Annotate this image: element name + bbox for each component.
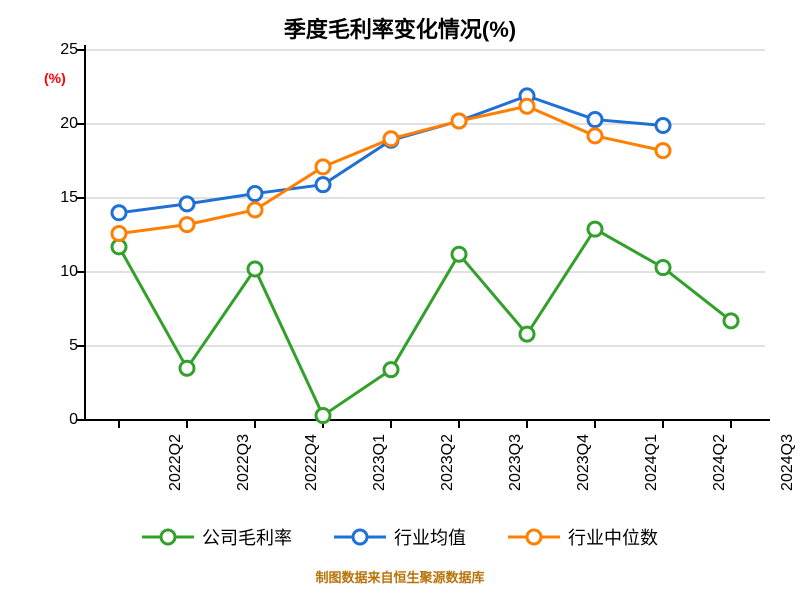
legend-label: 行业均值 xyxy=(394,524,466,550)
x-tick-label: 2024Q2 xyxy=(711,434,729,491)
series-marker-industry_median xyxy=(588,129,602,143)
series-marker-company xyxy=(316,409,330,423)
series-marker-industry_median xyxy=(656,144,670,158)
plot-area xyxy=(85,50,765,420)
series-marker-industry_mean xyxy=(656,118,670,132)
x-tick-label: 2022Q3 xyxy=(235,434,253,491)
series-marker-industry_median xyxy=(452,114,466,128)
x-tick-label: 2022Q4 xyxy=(303,434,321,491)
x-tick-label: 2022Q2 xyxy=(167,434,185,491)
legend-swatch xyxy=(334,527,386,547)
x-tick-label: 2023Q3 xyxy=(507,434,525,491)
series-marker-company xyxy=(452,247,466,261)
y-tick-label: 15 xyxy=(28,189,78,207)
series-marker-company xyxy=(248,262,262,276)
series-marker-industry_median xyxy=(316,160,330,174)
y-tick-label: 10 xyxy=(28,263,78,281)
series-marker-company xyxy=(656,261,670,275)
series-marker-company xyxy=(180,361,194,375)
series-marker-industry_mean xyxy=(316,178,330,192)
y-tick-label: 25 xyxy=(28,41,78,59)
y-tick-label: 20 xyxy=(28,115,78,133)
series-marker-industry_mean xyxy=(588,113,602,127)
x-tick-label: 2024Q3 xyxy=(779,434,797,491)
y-tick-label: 5 xyxy=(28,337,78,355)
legend-swatch xyxy=(142,527,194,547)
x-tick-label: 2023Q4 xyxy=(575,434,593,491)
credit-line: 制图数据来自恒生聚源数据库 xyxy=(0,567,800,586)
series-marker-company xyxy=(588,222,602,236)
legend-label: 公司毛利率 xyxy=(202,524,292,550)
series-line-industry_mean xyxy=(119,96,663,213)
series-marker-industry_median xyxy=(112,227,126,241)
series-marker-industry_mean xyxy=(248,187,262,201)
legend-label: 行业中位数 xyxy=(568,524,658,550)
chart-title: 季度毛利率变化情况(%) xyxy=(0,12,800,44)
x-tick-label: 2023Q1 xyxy=(371,434,389,491)
series-line-industry_median xyxy=(119,106,663,233)
series-marker-industry_median xyxy=(180,218,194,232)
series-marker-industry_median xyxy=(520,99,534,113)
chart-container: 季度毛利率变化情况(%) (%) 0 5 10 15 20 25 2022Q2 2022Q3… xyxy=(0,0,800,600)
legend-item-industry_mean: 行业均值 xyxy=(334,524,466,550)
series-marker-industry_median xyxy=(384,132,398,146)
x-tick-label: 2024Q1 xyxy=(643,434,661,491)
x-tick-label: 2023Q2 xyxy=(439,434,457,491)
series-marker-company xyxy=(724,314,738,328)
plot-svg xyxy=(85,50,765,420)
legend: 公司毛利率 行业均值 行业中位数 xyxy=(0,524,800,550)
y-axis-label: (%) xyxy=(44,70,66,86)
series-marker-industry_median xyxy=(248,203,262,217)
legend-swatch xyxy=(508,527,560,547)
series-marker-company xyxy=(520,327,534,341)
series-marker-industry_mean xyxy=(112,206,126,220)
series-marker-industry_mean xyxy=(180,197,194,211)
series-marker-company xyxy=(384,363,398,377)
legend-item-company: 公司毛利率 xyxy=(142,524,292,550)
series-line-company xyxy=(119,229,731,415)
y-tick-label: 0 xyxy=(28,411,78,429)
legend-item-industry_median: 行业中位数 xyxy=(508,524,658,550)
